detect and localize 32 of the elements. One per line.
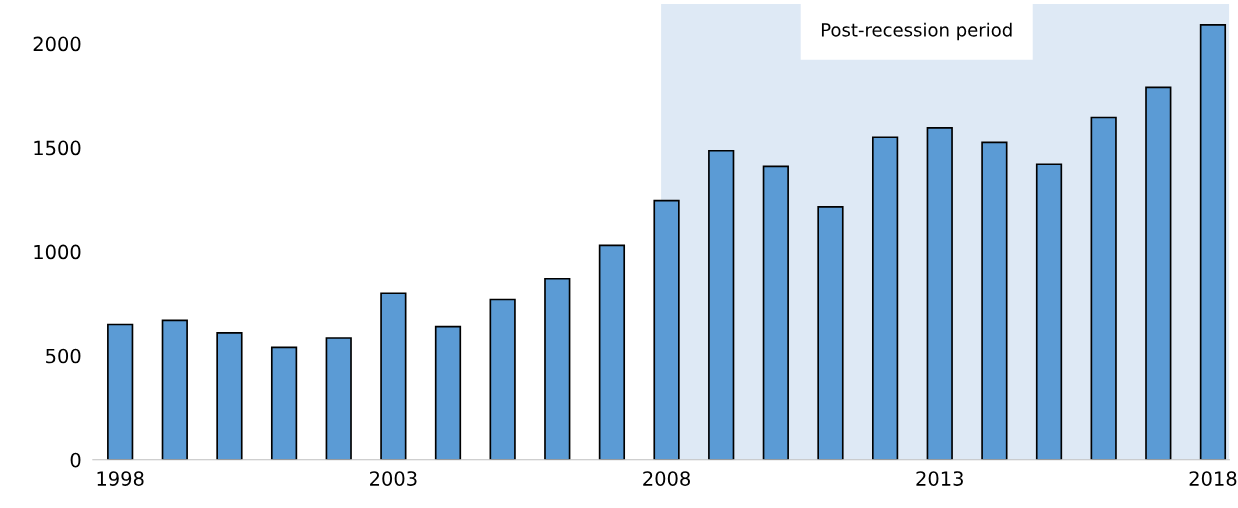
bar [1090, 116, 1117, 460]
bar [817, 206, 844, 460]
x-tick-label: 2008 [643, 471, 690, 486]
y-tick-label: 2000 [33, 36, 81, 52]
y-tick-label: 0 [70, 452, 81, 468]
bar [708, 149, 735, 460]
bar [762, 165, 789, 460]
bar [926, 127, 953, 460]
bar [325, 337, 352, 460]
bar [1145, 86, 1172, 460]
bar [871, 136, 899, 460]
bar [1199, 24, 1227, 460]
bar [981, 141, 1008, 460]
y-tick-label: 500 [46, 348, 81, 364]
x-tick-label: 2013 [916, 471, 963, 486]
x-tick-label: 2018 [1189, 471, 1237, 486]
bar [598, 244, 626, 460]
bar [270, 346, 298, 460]
bar [161, 319, 188, 460]
bar [380, 292, 407, 460]
bar [653, 199, 680, 460]
y-tick-label: 1500 [34, 140, 81, 156]
y-tick-label: 1000 [34, 244, 81, 260]
band-label: Post-recession period [821, 22, 1012, 41]
bar [1035, 163, 1063, 460]
bar [107, 323, 134, 460]
x-tick-label: 2003 [370, 471, 417, 486]
bar [489, 298, 516, 460]
bar [434, 325, 462, 460]
x-tick-label: 1998 [97, 471, 144, 486]
bar [544, 277, 571, 460]
bar [216, 331, 243, 460]
